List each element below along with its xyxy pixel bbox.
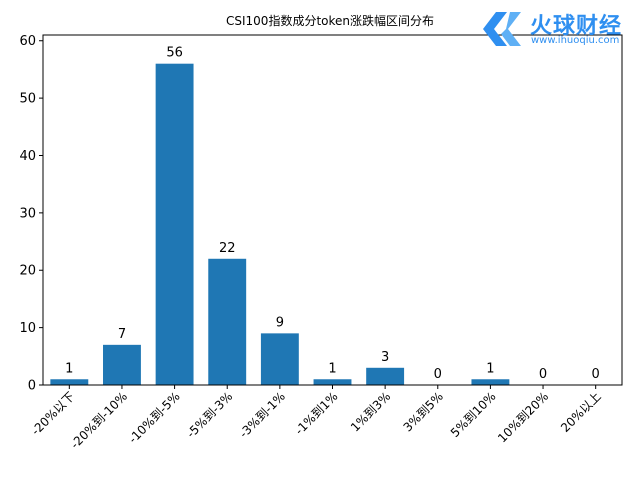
x-tick-label: -1%到1% <box>292 389 340 437</box>
bar-value-label: 1 <box>65 361 73 376</box>
bar-value-label: 22 <box>219 241 236 256</box>
x-tick-label: -20%到-10% <box>68 389 130 451</box>
bar <box>208 258 247 385</box>
x-tick-label: -20%以下 <box>29 389 78 438</box>
x-tick-label: 3%到5% <box>401 389 446 434</box>
y-tick-label: 0 <box>28 379 36 394</box>
bar-value-label: 1 <box>328 361 336 376</box>
chart-title: CSI100指数成分token涨跌幅区间分布 <box>226 14 434 28</box>
bar-value-label: 0 <box>592 367 600 382</box>
y-tick-label: 40 <box>19 149 36 164</box>
bar-value-label: 3 <box>381 350 389 365</box>
x-tick-label: -3%到-1% <box>237 389 288 440</box>
watermark-name: 火球财经 <box>530 14 623 39</box>
x-tick-label: 20%以上 <box>558 389 604 435</box>
bar <box>313 379 352 385</box>
x-tick-label: 5%到10% <box>448 389 499 440</box>
y-tick-label: 30 <box>19 206 36 221</box>
bar-value-label: 1 <box>486 361 494 376</box>
x-tick-label: -5%到-3% <box>184 389 235 440</box>
bar <box>471 379 510 385</box>
bar <box>260 333 299 385</box>
bar <box>155 63 194 385</box>
x-tick-label: -10%到-5% <box>126 389 183 446</box>
bar-value-label: 0 <box>434 367 442 382</box>
plot-frame <box>42 34 623 386</box>
bar-value-label: 56 <box>166 46 183 61</box>
bar <box>50 379 89 385</box>
y-tick-label: 60 <box>19 34 36 49</box>
bar-value-label: 7 <box>118 327 126 342</box>
watermark-url: www.ihuoqiu.com <box>531 35 620 46</box>
bar <box>103 344 141 385</box>
y-tick-label: 10 <box>19 321 36 336</box>
huoqiu-logo-icon <box>483 12 521 46</box>
watermark-logo: 火球财经 www.ihuoqiu.com <box>480 8 638 50</box>
y-tick-label: 20 <box>19 264 36 279</box>
bar <box>366 367 405 385</box>
bar-value-label: 9 <box>276 315 284 330</box>
x-tick-label: 1%到3% <box>348 389 393 434</box>
bar-value-label: 0 <box>539 367 547 382</box>
x-tick-label: 10%到20% <box>495 389 551 445</box>
y-tick-label: 50 <box>19 92 36 107</box>
